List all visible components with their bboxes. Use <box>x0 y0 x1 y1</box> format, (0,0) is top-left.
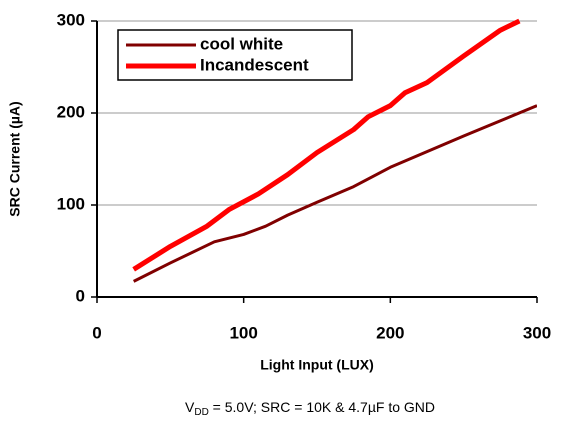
x-tick-label: 100 <box>229 323 257 342</box>
legend-box <box>117 29 353 81</box>
note-v: V <box>185 399 195 415</box>
x-tick-label: 200 <box>376 323 404 342</box>
y-tick-label: 300 <box>57 10 85 29</box>
legend-label: Incandescent <box>200 55 309 74</box>
note: VDD = 5.0V; SRC = 10K & 4.7µF to GND <box>185 399 435 418</box>
y-axis-label: SRC Current (µA) <box>7 101 23 216</box>
y-tick-label: 0 <box>76 286 85 305</box>
legend-label: cool white <box>200 34 283 53</box>
y-tick-label: 100 <box>57 194 85 213</box>
x-axis-label: Light Input (LUX) <box>260 357 374 373</box>
note-sub: DD <box>194 407 208 418</box>
series-line <box>132 18 521 272</box>
note-rest: = 5.0V; SRC = 10K & 4.7µF to GND <box>209 399 435 415</box>
x-tick-label: 300 <box>523 323 551 342</box>
series-line <box>132 104 537 283</box>
y-tick-label: 200 <box>57 102 85 121</box>
x-tick-label: 0 <box>92 323 101 342</box>
